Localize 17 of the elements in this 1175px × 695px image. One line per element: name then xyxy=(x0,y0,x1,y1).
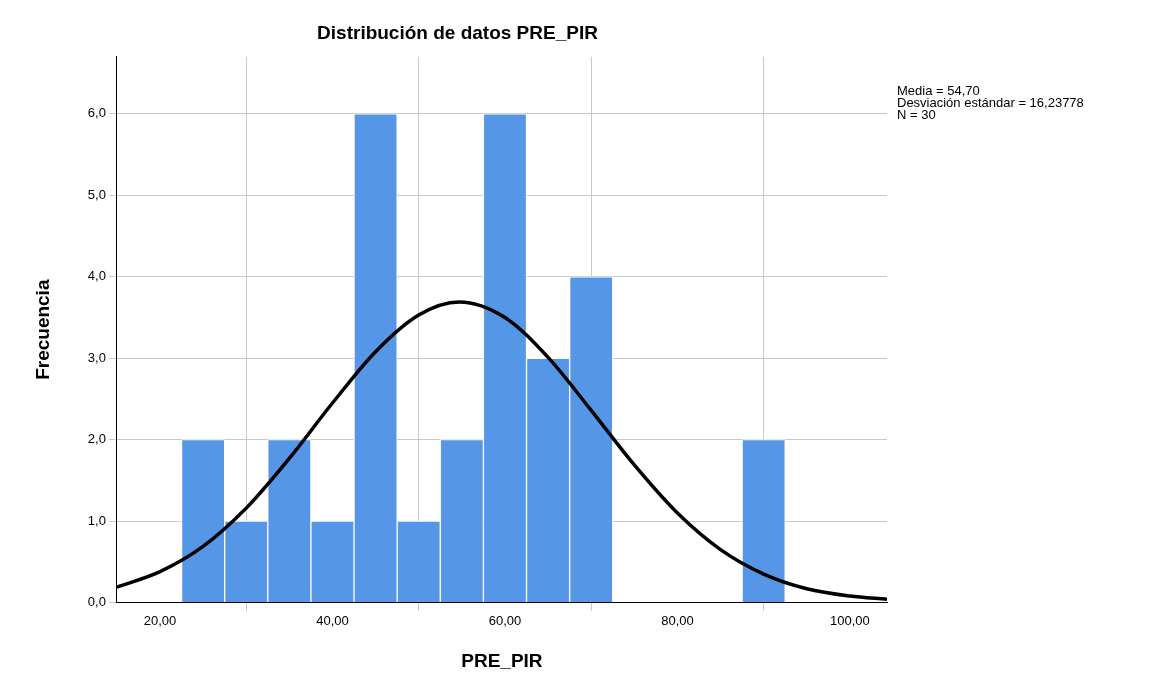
x-tick-label: 100,00 xyxy=(830,612,870,628)
y-tick-label: 4,0 xyxy=(87,268,106,284)
x-tick-label: 80,00 xyxy=(661,612,694,628)
x-tick-label: 60,00 xyxy=(488,612,522,628)
chart-title: Distribución de datos PRE_PIR xyxy=(317,21,599,43)
text: N = 30 xyxy=(897,106,936,122)
y-tick-label: 3,0 xyxy=(87,349,106,365)
y-tick-label: 2,0 xyxy=(87,431,106,447)
y-tick-label: 0,0 xyxy=(87,594,106,610)
text: Media = 54,70 xyxy=(897,82,980,98)
x-tick-label: 40,00 xyxy=(316,612,349,628)
y-tick-label: 6,0 xyxy=(87,105,106,121)
y-tick-label: 5,0 xyxy=(87,186,106,202)
x-axis-title: PRE_PIR xyxy=(461,649,543,671)
x-tick-label: 20,00 xyxy=(143,612,177,628)
y-axis-title: Frecuencia xyxy=(31,279,53,380)
y-tick-label: 1,0 xyxy=(87,512,106,528)
